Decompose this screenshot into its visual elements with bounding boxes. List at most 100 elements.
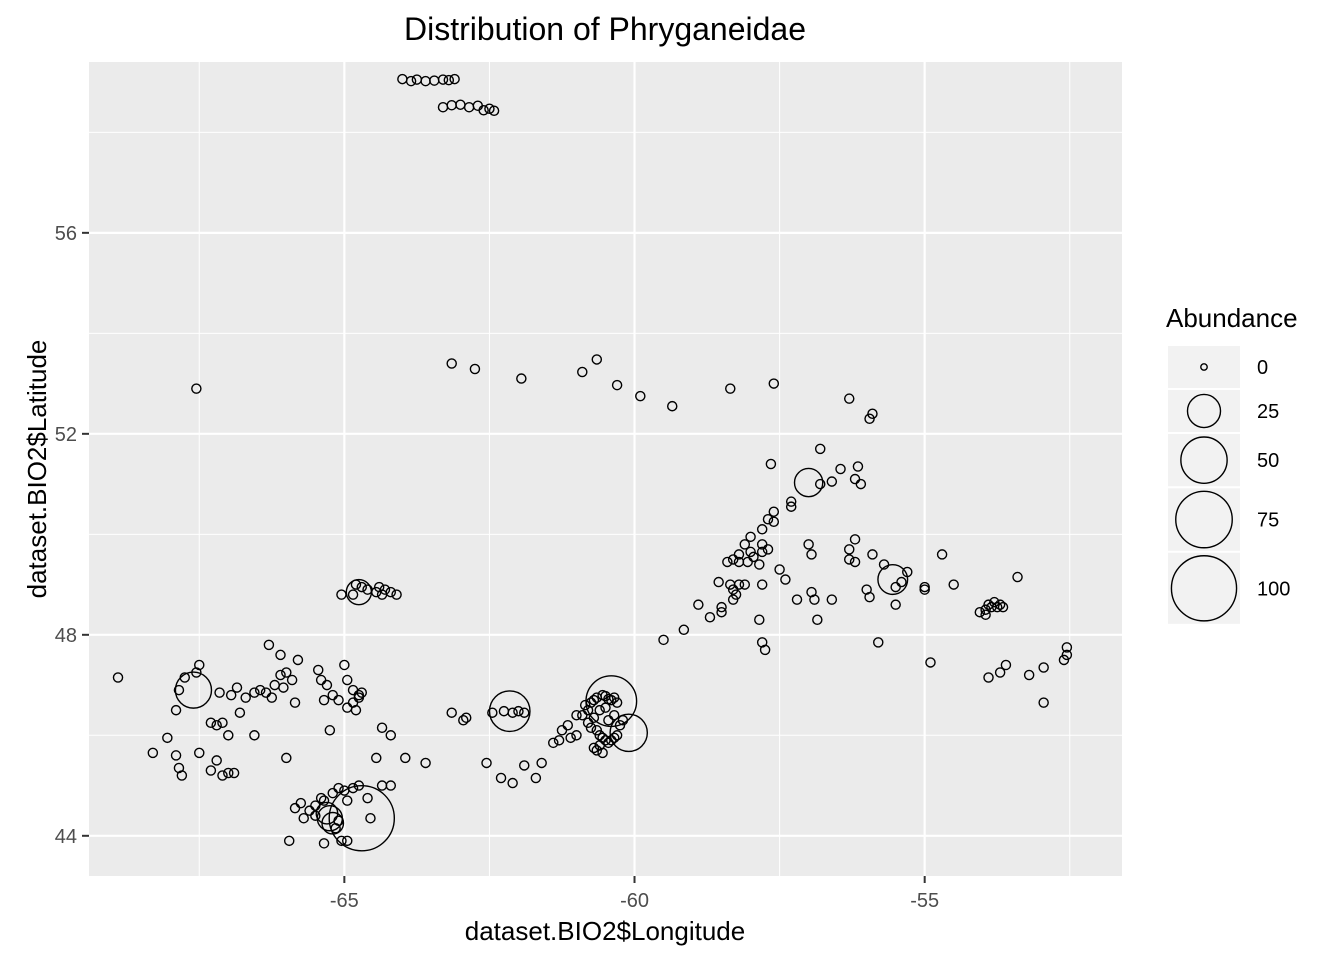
data-point: [733, 556, 745, 568]
data-point: [803, 539, 814, 550]
data-point: [896, 576, 907, 588]
data-point: [809, 594, 820, 605]
data-point: [785, 501, 797, 512]
data-point: [826, 594, 838, 605]
data-point: [1038, 697, 1049, 708]
data-point: [310, 810, 321, 821]
legend-key: [1168, 434, 1240, 487]
data-point: [170, 750, 182, 761]
data-point: [281, 667, 292, 678]
plot-panel: [89, 62, 1122, 876]
data-point: [759, 644, 771, 656]
data-point: [443, 74, 455, 86]
x-axis: -65 -60 -55: [330, 876, 939, 912]
data-point: [780, 574, 791, 585]
data-point: [745, 531, 756, 543]
data-point: [835, 463, 846, 475]
data-point: [449, 73, 460, 85]
data-point: [635, 390, 646, 402]
data-point: [266, 692, 278, 703]
data-point: [420, 757, 431, 769]
data-point: [191, 383, 202, 394]
data-point: [379, 584, 391, 595]
data-point: [974, 606, 986, 618]
data-point: [577, 366, 588, 378]
x-tick-label: -65: [330, 890, 359, 912]
legend-label: 100: [1257, 578, 1290, 600]
data-point: [487, 707, 498, 718]
data-point: [980, 604, 991, 615]
data-point: [902, 566, 913, 578]
data-point: [376, 589, 388, 600]
data-point: [756, 579, 768, 590]
data-point: [608, 709, 620, 721]
data-point: [606, 694, 617, 706]
data-point: [873, 637, 884, 648]
data-point: [275, 669, 286, 681]
data-point: [469, 363, 481, 375]
data-point: [446, 707, 457, 718]
data-point: [341, 674, 353, 686]
legend-label: 25: [1257, 401, 1279, 423]
data-point: [217, 717, 228, 729]
data-point: [739, 579, 751, 590]
data-point: [484, 103, 495, 114]
data-point: [678, 624, 690, 636]
data-point: [516, 373, 527, 384]
data-point: [588, 712, 600, 723]
legend: Abundance 0 25 50 75 100: [1166, 303, 1298, 624]
data-point: [609, 713, 649, 753]
data-point: [617, 714, 629, 726]
data-point: [843, 544, 855, 555]
data-point: [333, 694, 344, 706]
data-point: [814, 478, 826, 490]
data-point: [112, 672, 124, 683]
data-point: [353, 780, 365, 791]
data-point: [283, 835, 295, 847]
data-point: [223, 730, 234, 741]
data-point: [460, 712, 472, 723]
data-point: [278, 682, 289, 693]
data-point: [458, 714, 469, 726]
data-point: [318, 795, 330, 806]
y-axis-title: dataset.BIO2$Latitude: [22, 340, 52, 599]
data-point: [211, 720, 222, 731]
y-tick-label: 56: [55, 223, 77, 245]
data-point: [739, 539, 751, 550]
data-point: [693, 599, 704, 610]
data-point: [756, 524, 768, 535]
data-point: [925, 657, 936, 668]
data-point: [597, 747, 608, 759]
data-point: [385, 730, 397, 741]
data-point: [611, 697, 623, 708]
data-point: [730, 589, 742, 600]
data-point: [864, 413, 875, 425]
data-point: [785, 496, 797, 507]
data-point: [318, 838, 330, 849]
data-point: [826, 476, 838, 487]
y-tick-label: 52: [55, 424, 77, 446]
data-point: [814, 443, 826, 455]
legend-symbol: [1180, 436, 1228, 484]
data-point: [562, 720, 574, 731]
data-point: [488, 690, 531, 733]
legend-label: 0: [1257, 357, 1268, 379]
data-point: [725, 383, 736, 394]
data-point: [173, 684, 185, 696]
data-point: [289, 697, 301, 708]
data-point: [1058, 654, 1070, 666]
data-point: [286, 674, 298, 686]
legend-title: Abundance: [1166, 303, 1298, 333]
data-point: [385, 780, 397, 791]
data-point: [507, 707, 518, 718]
data-point: [579, 699, 591, 711]
data-point: [716, 606, 727, 618]
legend-symbol: [1186, 393, 1222, 429]
data-point: [376, 722, 388, 734]
data-point: [365, 812, 376, 824]
data-point: [571, 730, 582, 741]
data-point: [507, 777, 518, 789]
data-point: [745, 546, 756, 558]
data-point: [754, 614, 765, 625]
data-point: [147, 747, 159, 759]
